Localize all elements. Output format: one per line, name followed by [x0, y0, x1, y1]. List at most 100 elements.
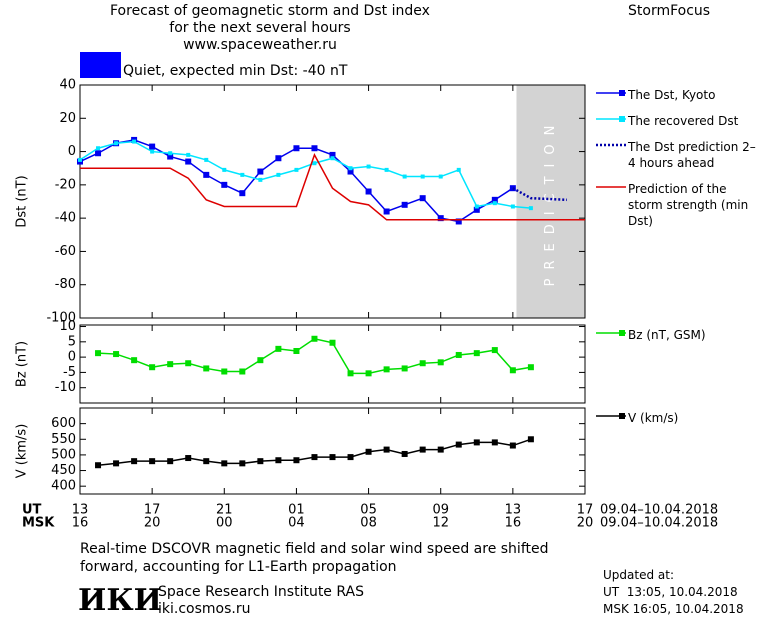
marker	[401, 450, 408, 457]
marker	[527, 436, 534, 443]
updated-ut: UT 13:05, 10.04.2018	[603, 585, 738, 599]
marker	[239, 368, 246, 375]
prediction-band	[516, 85, 585, 318]
marker	[221, 368, 228, 375]
series-line	[79, 140, 531, 209]
marker	[293, 348, 300, 354]
status-box	[80, 52, 121, 78]
marker	[239, 190, 246, 197]
marker	[240, 172, 245, 177]
series-line	[512, 187, 568, 202]
marker	[185, 455, 192, 462]
marker	[419, 360, 426, 367]
marker	[203, 171, 210, 178]
legend-swatch	[596, 143, 626, 147]
updated-msk: MSK 16:05, 10.04.2018	[603, 602, 744, 616]
marker	[509, 442, 516, 449]
marker	[347, 370, 354, 377]
marker	[365, 448, 372, 455]
legend-item: The recovered Dst	[596, 113, 756, 129]
legend: The Dst, Kyoto The recovered Dst The Dst p…	[596, 87, 756, 239]
msk-tick-label: 20	[577, 516, 594, 531]
marker	[491, 196, 498, 203]
msk-tick-label: 08	[360, 516, 377, 531]
marker	[437, 359, 444, 366]
series-line	[97, 438, 532, 466]
y-tick-label: 600	[51, 416, 76, 431]
marker	[185, 360, 192, 367]
marker	[419, 195, 426, 202]
marker	[473, 439, 480, 446]
marker	[114, 141, 119, 146]
marker	[95, 150, 102, 157]
header: Forecast of geomagnetic storm and Dst in…	[110, 3, 430, 54]
marker	[203, 365, 210, 372]
marker	[491, 439, 498, 446]
y-axis-label: V (km/s)	[15, 424, 30, 479]
x-tick-label: 13	[72, 503, 89, 518]
site: iki.cosmos.ru	[158, 601, 251, 617]
marker	[95, 462, 102, 469]
y-tick-label: 5	[68, 334, 76, 349]
marker	[492, 201, 497, 206]
marker	[455, 441, 462, 448]
x-tick-label: 13	[505, 503, 522, 518]
marker	[420, 174, 425, 179]
logo: ИКИ	[78, 583, 162, 618]
marker	[455, 218, 462, 225]
legend-label: The Dst, Kyoto	[628, 88, 716, 102]
legend-item: V (km/s)	[596, 410, 756, 426]
marker	[150, 149, 155, 154]
marker	[149, 458, 156, 465]
legend-label: Prediction of the storm strength (min Ds…	[628, 182, 749, 228]
marker	[275, 457, 282, 464]
msk-label: MSK	[22, 516, 55, 531]
marker	[383, 446, 390, 453]
status: Quiet, expected min Dst: -40 nT	[123, 63, 348, 79]
legend-swatch	[596, 330, 626, 336]
legend-item: The Dst prediction 2–4 hours ahead	[596, 139, 756, 171]
x-tick-label: 21	[216, 503, 233, 518]
legend-item: Prediction of the storm strength (min Ds…	[596, 181, 756, 229]
marker	[149, 143, 156, 150]
marker	[509, 367, 516, 374]
msk-range: 09.04–10.04.2018	[600, 516, 718, 531]
y-tick-label: 400	[51, 479, 76, 494]
marker	[131, 357, 138, 364]
y-tick-label: 20	[59, 111, 76, 126]
marker	[330, 156, 335, 161]
marker	[258, 177, 263, 182]
marker	[167, 361, 174, 368]
legend-swatch	[596, 413, 626, 419]
plot-frame	[79, 84, 586, 319]
brand: StormFocus	[628, 3, 711, 19]
marker	[113, 351, 120, 358]
marker	[78, 157, 82, 162]
legend-item: Bz (nT, GSM)	[596, 327, 756, 343]
marker	[95, 350, 102, 357]
ut-range: 09.04–10.04.2018	[600, 503, 718, 518]
marker	[275, 345, 282, 352]
msk-tick-label: 04	[288, 516, 305, 531]
ut-label: UT	[22, 503, 42, 518]
marker	[474, 204, 479, 209]
legend-label: The Dst prediction 2–4 hours ahead	[628, 140, 756, 170]
plot-frame	[79, 407, 586, 495]
legend-marker	[619, 413, 625, 419]
marker	[257, 357, 264, 364]
y-tick-label: 0	[68, 144, 76, 159]
y-tick-label: 550	[51, 432, 76, 447]
marker	[473, 206, 480, 213]
y-tick-label: -100	[46, 311, 76, 326]
marker	[401, 365, 408, 372]
y-tick-label: 0	[68, 350, 76, 365]
y-tick-label: -5	[63, 365, 76, 380]
marker	[311, 335, 318, 342]
marker	[347, 454, 354, 461]
marker	[294, 167, 299, 172]
marker	[311, 454, 318, 461]
marker	[401, 201, 408, 208]
x-tick-label: 17	[144, 503, 161, 518]
marker	[402, 174, 407, 179]
